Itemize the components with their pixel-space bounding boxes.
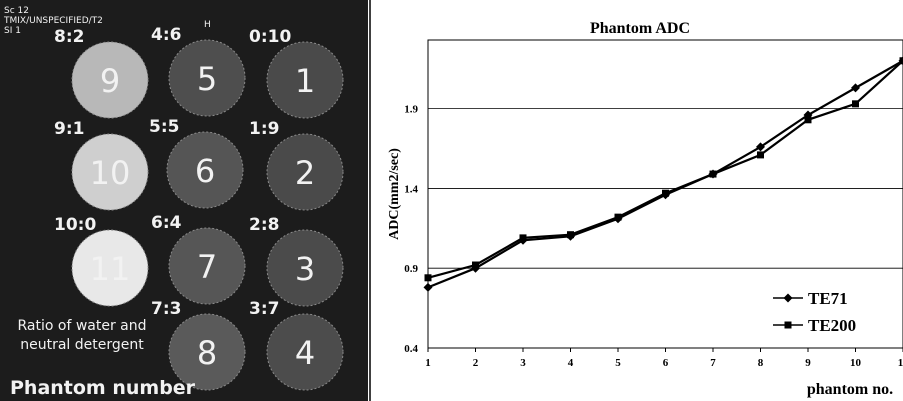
x-tick-label: 8 [758,357,764,369]
marker [424,283,433,292]
ratio-label: 0:10 [249,27,291,47]
ratio-label: 5:5 [149,117,179,137]
x-tick-label: 7 [710,357,716,369]
legend-marker [784,294,793,303]
marker [472,262,479,269]
x-tick-label: 2 [473,357,479,369]
phantom-number: 5 [197,60,217,98]
phantom-number: 4 [295,334,315,372]
x-tick-label: 5 [615,357,621,369]
x-tick-label: 4 [568,357,574,369]
phantom-number: 7 [197,248,217,286]
x-tick-label: 3 [520,357,526,369]
ratio-label: 7:3 [151,299,181,319]
ratio-label: 1:9 [249,119,279,139]
x-tick-label: 11 [898,357,903,369]
x-tick-label: 9 [805,357,811,369]
header-text: SI 1 [4,26,21,36]
ratio-label: 8:2 [54,27,84,47]
y-tick-label: 0.4 [404,343,418,355]
phantom-number: 1 [295,62,315,100]
ratio-label: 2:8 [249,215,279,235]
phantom-number: 11 [90,250,131,288]
marker [900,57,903,64]
phantom-number: 3 [295,250,315,288]
legend-marker [785,322,792,329]
header-text: TMIX/UNSPECIFIED/T2 [3,16,103,26]
chart-title: Phantom ADC [590,20,690,37]
marker [757,151,764,158]
phantom-number: 8 [197,334,217,372]
header-text: Sc 12 [4,6,29,16]
y-tick-label: 1.4 [404,183,418,195]
orientation-marker: H [204,20,211,30]
caption: neutral detergent [20,337,144,353]
marker [662,190,669,197]
phantom-number: 10 [90,154,131,192]
ratio-label: 3:7 [249,299,279,319]
marker [615,214,622,221]
chart: Phantom ADC ADC(mm2/sec) phantom no. 0.4 0.9… [370,0,903,401]
y-axis-label: ADC(mm2/sec) [387,148,402,240]
x-tick-label: 1 [425,357,431,369]
series-line [428,61,903,278]
legend-label: TE200 [808,316,856,335]
ratio-label: 9:1 [54,119,84,139]
ratio-label: 6:4 [151,213,182,233]
marker [852,100,859,107]
marker [710,171,717,178]
series-line [428,61,903,288]
marker [851,83,860,92]
marker [520,234,527,241]
phantom-number: 2 [295,154,315,192]
x-tick-label: 10 [850,357,862,369]
ratio-label: 10:0 [54,215,96,235]
page: Sc 12TMIX/UNSPECIFIED/T2SI 1H98:254:610:… [0,0,903,401]
caption: Ratio of water and [17,318,146,334]
x-tick-label: 6 [663,357,669,369]
x-axis-label: phantom no. [807,381,893,398]
ratio-label: 4:6 [151,25,181,45]
marker [425,274,432,281]
legend-label: TE71 [808,289,848,308]
footer: Phantom number [10,377,196,399]
phantom-number: 9 [100,62,120,100]
marker [805,116,812,123]
marker [567,231,574,238]
y-tick-label: 1.9 [404,104,418,116]
phantom-number: 6 [195,152,215,190]
y-tick-label: 0.9 [404,263,418,275]
